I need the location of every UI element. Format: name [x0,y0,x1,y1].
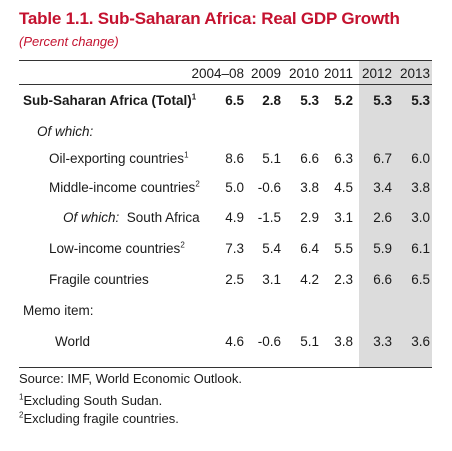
column-header: 2011 [323,66,353,81]
table-cell: 5.4 [262,241,281,256]
row-label: Oil-exporting countries1 [49,150,189,166]
row-label: Of which: [37,124,94,139]
footnote-2: 2Excluding fragile countries. [19,410,179,426]
row-label: Fragile countries [49,272,149,287]
top-rule [19,60,432,61]
row-label: Low-income countries2 [49,240,185,256]
bottom-rule [19,367,432,368]
projection-shading [359,61,432,368]
table-cell: 5.5 [334,241,353,256]
column-header: 2009 [250,66,281,81]
footnote-1: 1Excluding South Sudan. [19,392,163,408]
row-label: Memo item: [23,303,94,318]
table-cell: 5.3 [411,93,430,108]
header-rule [19,84,432,85]
table-cell: 5.1 [262,151,281,166]
table-cell: 2.9 [300,210,319,225]
table-cell: 6.4 [300,241,319,256]
table-cell: 3.0 [411,210,430,225]
table-cell: 3.8 [411,180,430,195]
table-cell: 4.2 [300,272,319,287]
row-label: Sub-Saharan Africa (Total)1 [23,92,197,108]
table-cell: 2.8 [262,93,281,108]
row-label: World [55,334,91,349]
table-cell: 2.3 [334,272,353,287]
table-cell: 6.0 [411,151,430,166]
column-header: 2013 [399,66,430,81]
table-cell: 5.9 [373,241,392,256]
table-cell: 3.1 [262,272,281,287]
table-cell: 5.1 [300,334,319,349]
table-cell: 6.5 [411,272,430,287]
table-cell: 3.3 [373,334,392,349]
table-cell: 6.1 [411,241,430,256]
table-cell: 5.3 [373,93,392,108]
table-cell: 6.7 [373,151,392,166]
table-cell: 6.6 [373,272,392,287]
table-cell: 6.6 [300,151,319,166]
column-header: 2004–08 [191,66,244,81]
column-header: 2010 [288,66,319,81]
table-cell: 3.1 [334,210,353,225]
table-cell: 3.8 [300,180,319,195]
row-label: Middle-income countries2 [49,179,200,195]
table-cell: 2.6 [373,210,392,225]
source-note: Source: IMF, World Economic Outlook. [19,371,243,386]
table-cell: 4.5 [334,180,353,195]
table-cell: 4.6 [225,334,244,349]
table-cell: 3.4 [373,180,392,195]
table-cell: 5.3 [300,93,319,108]
table-cell: 4.9 [225,210,244,225]
table-cell: 3.8 [334,334,353,349]
table-cell: -1.5 [257,210,281,225]
table-cell: 8.6 [225,151,244,166]
table-cell: 3.6 [411,334,430,349]
column-header: 2012 [361,66,392,81]
row-label: Of which: South Africa [63,210,200,225]
table-cell: 5.2 [334,93,353,108]
table-cell: 6.3 [334,151,353,166]
table-cell: 7.3 [225,241,244,256]
table-cell: 6.5 [225,93,244,108]
table-cell: -0.6 [257,180,281,195]
table-title: Table 1.1. Sub-Saharan Africa: Real GDP … [19,9,400,28]
table-cell: -0.6 [257,334,281,349]
table-cell: 5.0 [225,180,244,195]
table-subtitle: (Percent change) [19,34,119,49]
table-cell: 2.5 [225,272,244,287]
